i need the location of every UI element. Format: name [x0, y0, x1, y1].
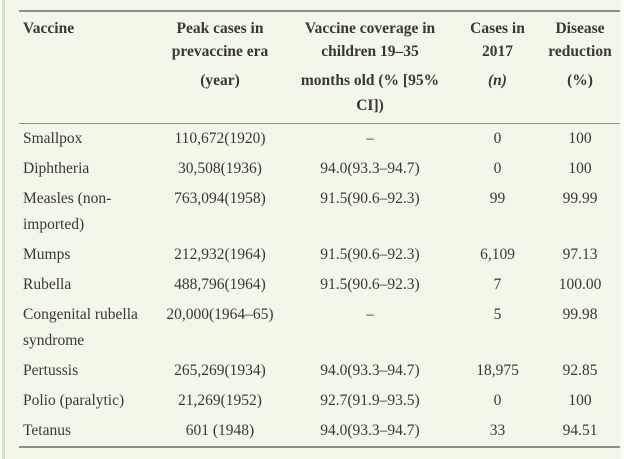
cell-reduction: 99.99	[562, 190, 598, 207]
cell-peak: 488,796(1964)	[174, 276, 266, 293]
cell-coverage: 91.5(90.6–92.3)	[320, 276, 420, 293]
cell-reduction: 92.85	[562, 362, 598, 379]
cell-vaccine: Mumps	[23, 246, 71, 263]
table-row: Pertussis 265,269(1934) 94.0(93.3–94.7) 18,…	[19, 356, 620, 386]
table-row: Rubella 488,796(1964) 91.5(90.6–92.3) 7 100.…	[19, 270, 620, 300]
vaccine-table: Vaccine Peak cases in prevaccine era (year…	[19, 10, 620, 448]
column-header-unit: (year)	[200, 72, 240, 89]
table-row: Tetanus 601 (1948) 94.0(93.3–94.7) 33 94.51	[19, 416, 620, 446]
column-header-cases2017: Cases in 2017 (n)	[455, 17, 540, 123]
table-header-row: Vaccine Peak cases in prevaccine era (year…	[19, 12, 620, 124]
cell-vaccine: Rubella	[23, 276, 72, 293]
cell-coverage: 94.0(93.3–94.7)	[320, 362, 420, 379]
cell-cases2017: 18,975	[476, 362, 519, 379]
column-header-unit: (n)	[488, 72, 507, 89]
cell-vaccine: Measles (non- imported)	[23, 190, 112, 233]
cell-coverage: 94.0(93.3–94.7)	[320, 422, 420, 439]
cell-peak: 30,508(1936)	[178, 160, 262, 177]
column-header-label: Cases in 2017	[470, 20, 525, 60]
cell-coverage: 94.0(93.3–94.7)	[320, 160, 420, 177]
cell-reduction: 100	[568, 130, 592, 147]
cell-reduction: 99.98	[562, 306, 598, 323]
cell-peak: 21,269(1952)	[178, 392, 262, 409]
column-header-unit: (%)	[567, 72, 593, 89]
cell-coverage: –	[366, 306, 374, 323]
column-header-reduction: Disease reduction (%)	[540, 17, 620, 123]
cell-cases2017: 6,109	[480, 246, 515, 263]
cell-vaccine: Smallpox	[23, 130, 83, 147]
column-header-unit: months old (% [95% CI])	[300, 72, 440, 114]
column-header-peak: Peak cases in prevaccine era (year)	[155, 17, 285, 123]
cell-peak: 763,094(1958)	[174, 190, 266, 207]
table-row: Smallpox 110,672(1920) – 0 100	[19, 124, 620, 154]
cell-peak: 20,000(1964–65)	[166, 306, 274, 323]
column-header-label: Peak cases in prevaccine era	[171, 20, 269, 60]
column-header-label: Vaccine coverage in children 19–35	[304, 20, 436, 60]
cell-peak: 110,672(1920)	[174, 130, 266, 147]
cell-peak: 601 (1948)	[185, 422, 255, 439]
cell-coverage: –	[366, 130, 374, 147]
column-header-coverage: Vaccine coverage in children 19–35 months…	[285, 17, 455, 123]
cell-vaccine: Tetanus	[23, 422, 71, 439]
cell-vaccine: Polio (paralytic)	[23, 392, 125, 409]
table-row: Diphtheria 30,508(1936) 94.0(93.3–94.7) 0 10…	[19, 154, 620, 184]
column-header-vaccine: Vaccine	[19, 17, 155, 123]
cell-cases2017: 0	[493, 392, 502, 409]
column-header-label: Vaccine	[23, 20, 75, 37]
table-row: Congenital rubella syndrome 20,000(1964–6…	[19, 300, 620, 356]
cell-coverage: 91.5(90.6–92.3)	[320, 246, 420, 263]
cell-reduction: 100.00	[558, 276, 602, 293]
cell-reduction: 100	[568, 392, 592, 409]
cell-cases2017: 33	[489, 422, 506, 439]
cell-coverage: 92.7(91.9–93.5)	[320, 392, 420, 409]
cell-reduction: 97.13	[562, 246, 598, 263]
table-row: Mumps 212,932(1964) 91.5(90.6–92.3) 6,109 97…	[19, 240, 620, 270]
column-header-unit	[23, 68, 155, 118]
cell-reduction: 94.51	[562, 422, 598, 439]
cell-vaccine: Congenital rubella syndrome	[23, 306, 138, 349]
cell-cases2017: 99	[489, 190, 506, 207]
cell-peak: 212,932(1964)	[174, 246, 266, 263]
cell-vaccine: Diphtheria	[23, 160, 90, 177]
table-row: Measles (non- imported) 763,094(1958) 91.5…	[19, 184, 620, 240]
cell-coverage: 91.5(90.6–92.3)	[320, 190, 420, 207]
table-body: Smallpox 110,672(1920) – 0 100 Diphtheria 30,5…	[19, 124, 620, 446]
column-header-label: Disease reduction	[548, 20, 612, 60]
table-row: Polio (paralytic) 21,269(1952) 92.7(91.9–9…	[19, 386, 620, 416]
cell-cases2017: 0	[493, 160, 502, 177]
cell-peak: 265,269(1934)	[174, 362, 266, 379]
cell-cases2017: 0	[493, 130, 502, 147]
cell-cases2017: 5	[493, 306, 502, 323]
cell-vaccine: Pertussis	[23, 362, 79, 379]
cell-cases2017: 7	[493, 276, 502, 293]
cell-reduction: 100	[568, 160, 592, 177]
